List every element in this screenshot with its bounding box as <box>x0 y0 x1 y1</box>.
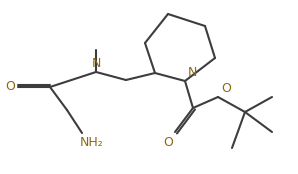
Text: NH₂: NH₂ <box>80 136 104 149</box>
Text: N: N <box>188 66 197 79</box>
Text: O: O <box>163 136 173 149</box>
Text: O: O <box>5 81 15 93</box>
Text: O: O <box>221 82 231 95</box>
Text: N: N <box>91 57 101 70</box>
